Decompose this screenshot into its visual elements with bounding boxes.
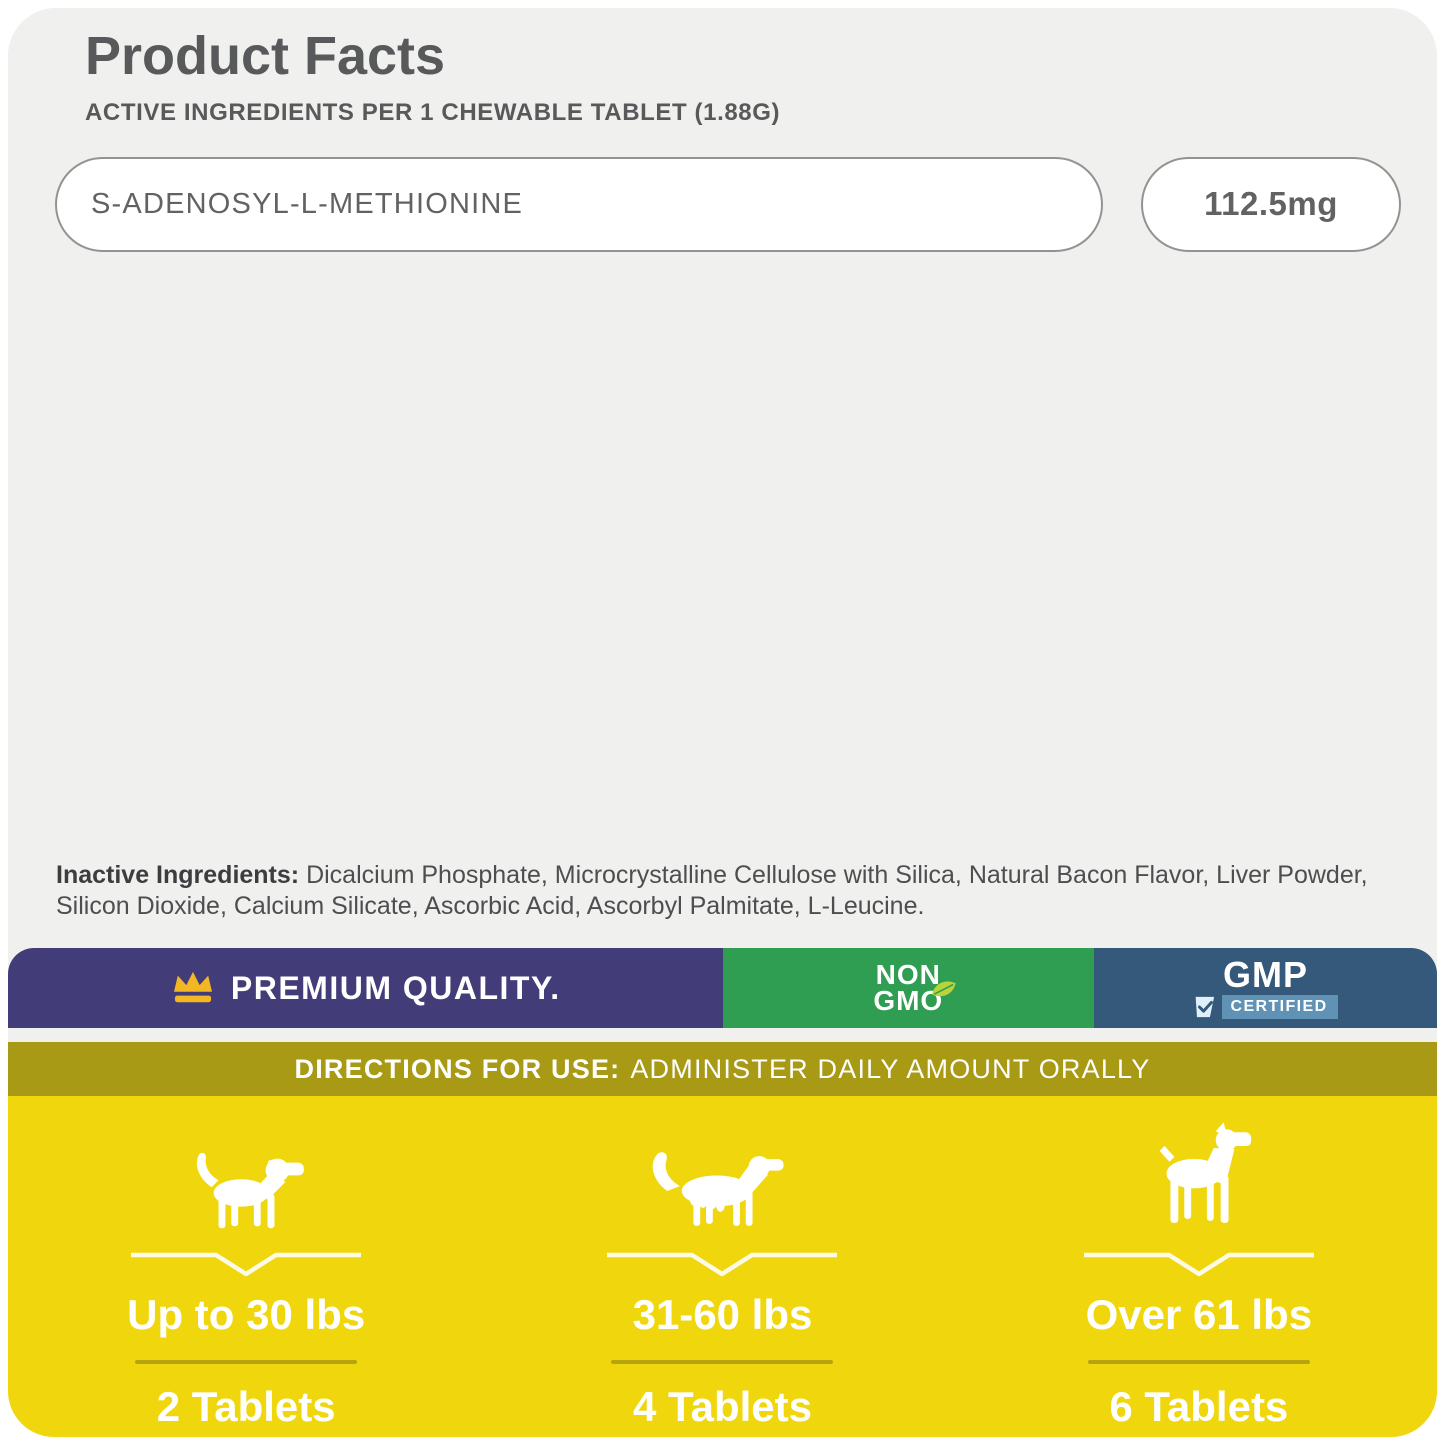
large-dog-icon — [1159, 1122, 1251, 1223]
ingredient-amount-pill: 112.5mg — [1141, 156, 1401, 252]
empty-area — [8, 252, 1437, 860]
non-gmo-badge: NON GMO — [722, 948, 1095, 1028]
tablet-count-label: 2 Tablets — [156, 1383, 336, 1430]
ingredient-name-pill: S-ADENOSYL-L-METHIONINE — [55, 156, 1103, 252]
medium-dog-icon — [652, 1152, 784, 1226]
product-facts-section: Product Facts ACTIVE INGREDIENTS PER 1 C… — [8, 8, 1437, 1042]
dosage-divider — [1087, 1360, 1310, 1364]
dosage-divider — [611, 1360, 834, 1364]
tablet-count-label: 6 Tablets — [1109, 1383, 1289, 1430]
badge-bar-gap — [8, 1028, 1437, 1042]
dosage-section: Up to 30 lbs 2 Tablets — [8, 1096, 1437, 1437]
dosage-column-small-dog: Up to 30 lbs 2 Tablets — [8, 1096, 484, 1437]
weight-range-label: Up to 30 lbs — [127, 1291, 366, 1338]
gmp-title: GMP — [1223, 954, 1309, 995]
premium-quality-badge: PREMIUM QUALITY. — [8, 948, 723, 1028]
label-card: Product Facts ACTIVE INGREDIENTS PER 1 C… — [8, 8, 1437, 1437]
premium-quality-label: PREMIUM QUALITY. — [230, 969, 561, 1006]
dosage-column-medium-dog: 31-60 lbs 4 Tablets — [484, 1096, 960, 1437]
chevron-notch-line — [1083, 1252, 1314, 1277]
non-gmo-logo: NON GMO — [873, 959, 956, 1016]
chevron-notch-line — [131, 1252, 362, 1277]
directions-bar: DIRECTIONS FOR USE: ADMINISTER DAILY AMO… — [8, 1042, 1437, 1096]
active-ingredient-row: S-ADENOSYL-L-METHIONINE 112.5mg — [55, 156, 1401, 252]
gmp-certified-row: CERTIFIED — [1193, 995, 1338, 1019]
chevron-notch-line — [607, 1252, 838, 1277]
directions-label: DIRECTIONS FOR USE: — [294, 1053, 621, 1084]
gmp-certified-badge: GMP CERTIFIED — [1094, 948, 1437, 1028]
directions-text: ADMINISTER DAILY AMOUNT ORALLY — [630, 1053, 1151, 1084]
weight-range-label: Over 61 lbs — [1085, 1291, 1313, 1338]
page-title: Product Facts — [85, 26, 446, 86]
dosage-column-large-dog: Over 61 lbs 6 Tablets — [961, 1096, 1437, 1437]
non-gmo-line1: NON — [875, 959, 941, 991]
header: Product Facts ACTIVE INGREDIENTS PER 1 C… — [8, 8, 1437, 127]
weight-range-label: 31-60 lbs — [632, 1291, 813, 1338]
crown-icon — [173, 971, 212, 1003]
dosage-divider — [135, 1360, 358, 1364]
inactive-ingredients: Inactive Ingredients: Dicalcium Phosphat… — [56, 860, 1389, 922]
gmp-certified-label: CERTIFIED — [1222, 995, 1338, 1019]
certification-badges-bar: PREMIUM QUALITY. NON GMO GMP — [8, 948, 1437, 1028]
tablet-count-label: 4 Tablets — [633, 1383, 812, 1430]
small-dog-icon — [197, 1152, 304, 1229]
active-ingredients-subtitle: ACTIVE INGREDIENTS PER 1 CHEWABLE TABLET… — [85, 98, 781, 126]
check-flag-icon — [1196, 996, 1215, 1018]
inactive-ingredients-text: Dicalcium Phosphate, Microcrystalline Ce… — [56, 861, 1368, 920]
inactive-ingredients-label: Inactive Ingredients: — [56, 861, 300, 889]
non-gmo-line2: GMO — [873, 985, 944, 1016]
leaf-icon — [932, 981, 956, 997]
